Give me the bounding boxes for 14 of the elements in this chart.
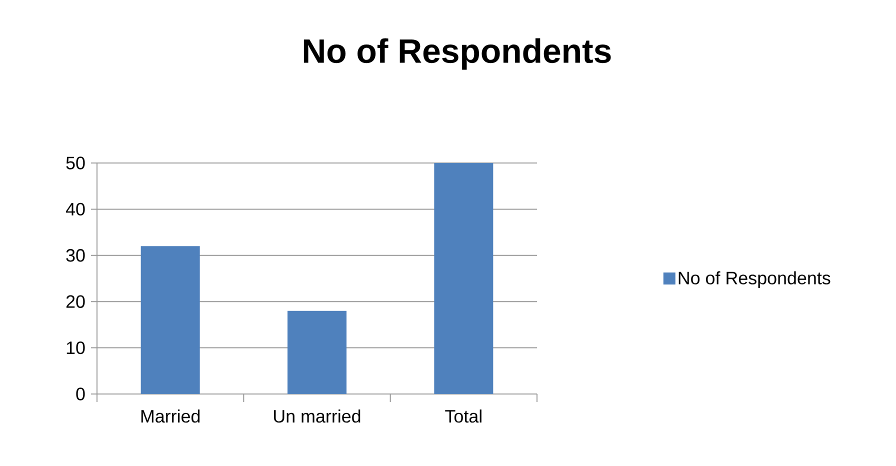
y-tick-label: 50 xyxy=(66,156,85,170)
chart-title: No of Respondents xyxy=(304,38,611,70)
y-tick-label: 10 xyxy=(66,341,85,354)
y-tick-label: 30 xyxy=(66,249,85,262)
y-tick-label: 0 xyxy=(76,388,85,400)
bar xyxy=(140,246,200,394)
y-tick-label: 40 xyxy=(66,202,85,216)
bar xyxy=(434,162,494,394)
x-tick-label: Un married xyxy=(274,410,360,423)
legend-label: No of Respondents xyxy=(678,271,830,288)
x-tick-label: Married xyxy=(141,410,200,423)
x-tick-label: Total xyxy=(445,410,482,423)
y-tick-label: 20 xyxy=(66,295,85,308)
bar xyxy=(288,310,347,394)
